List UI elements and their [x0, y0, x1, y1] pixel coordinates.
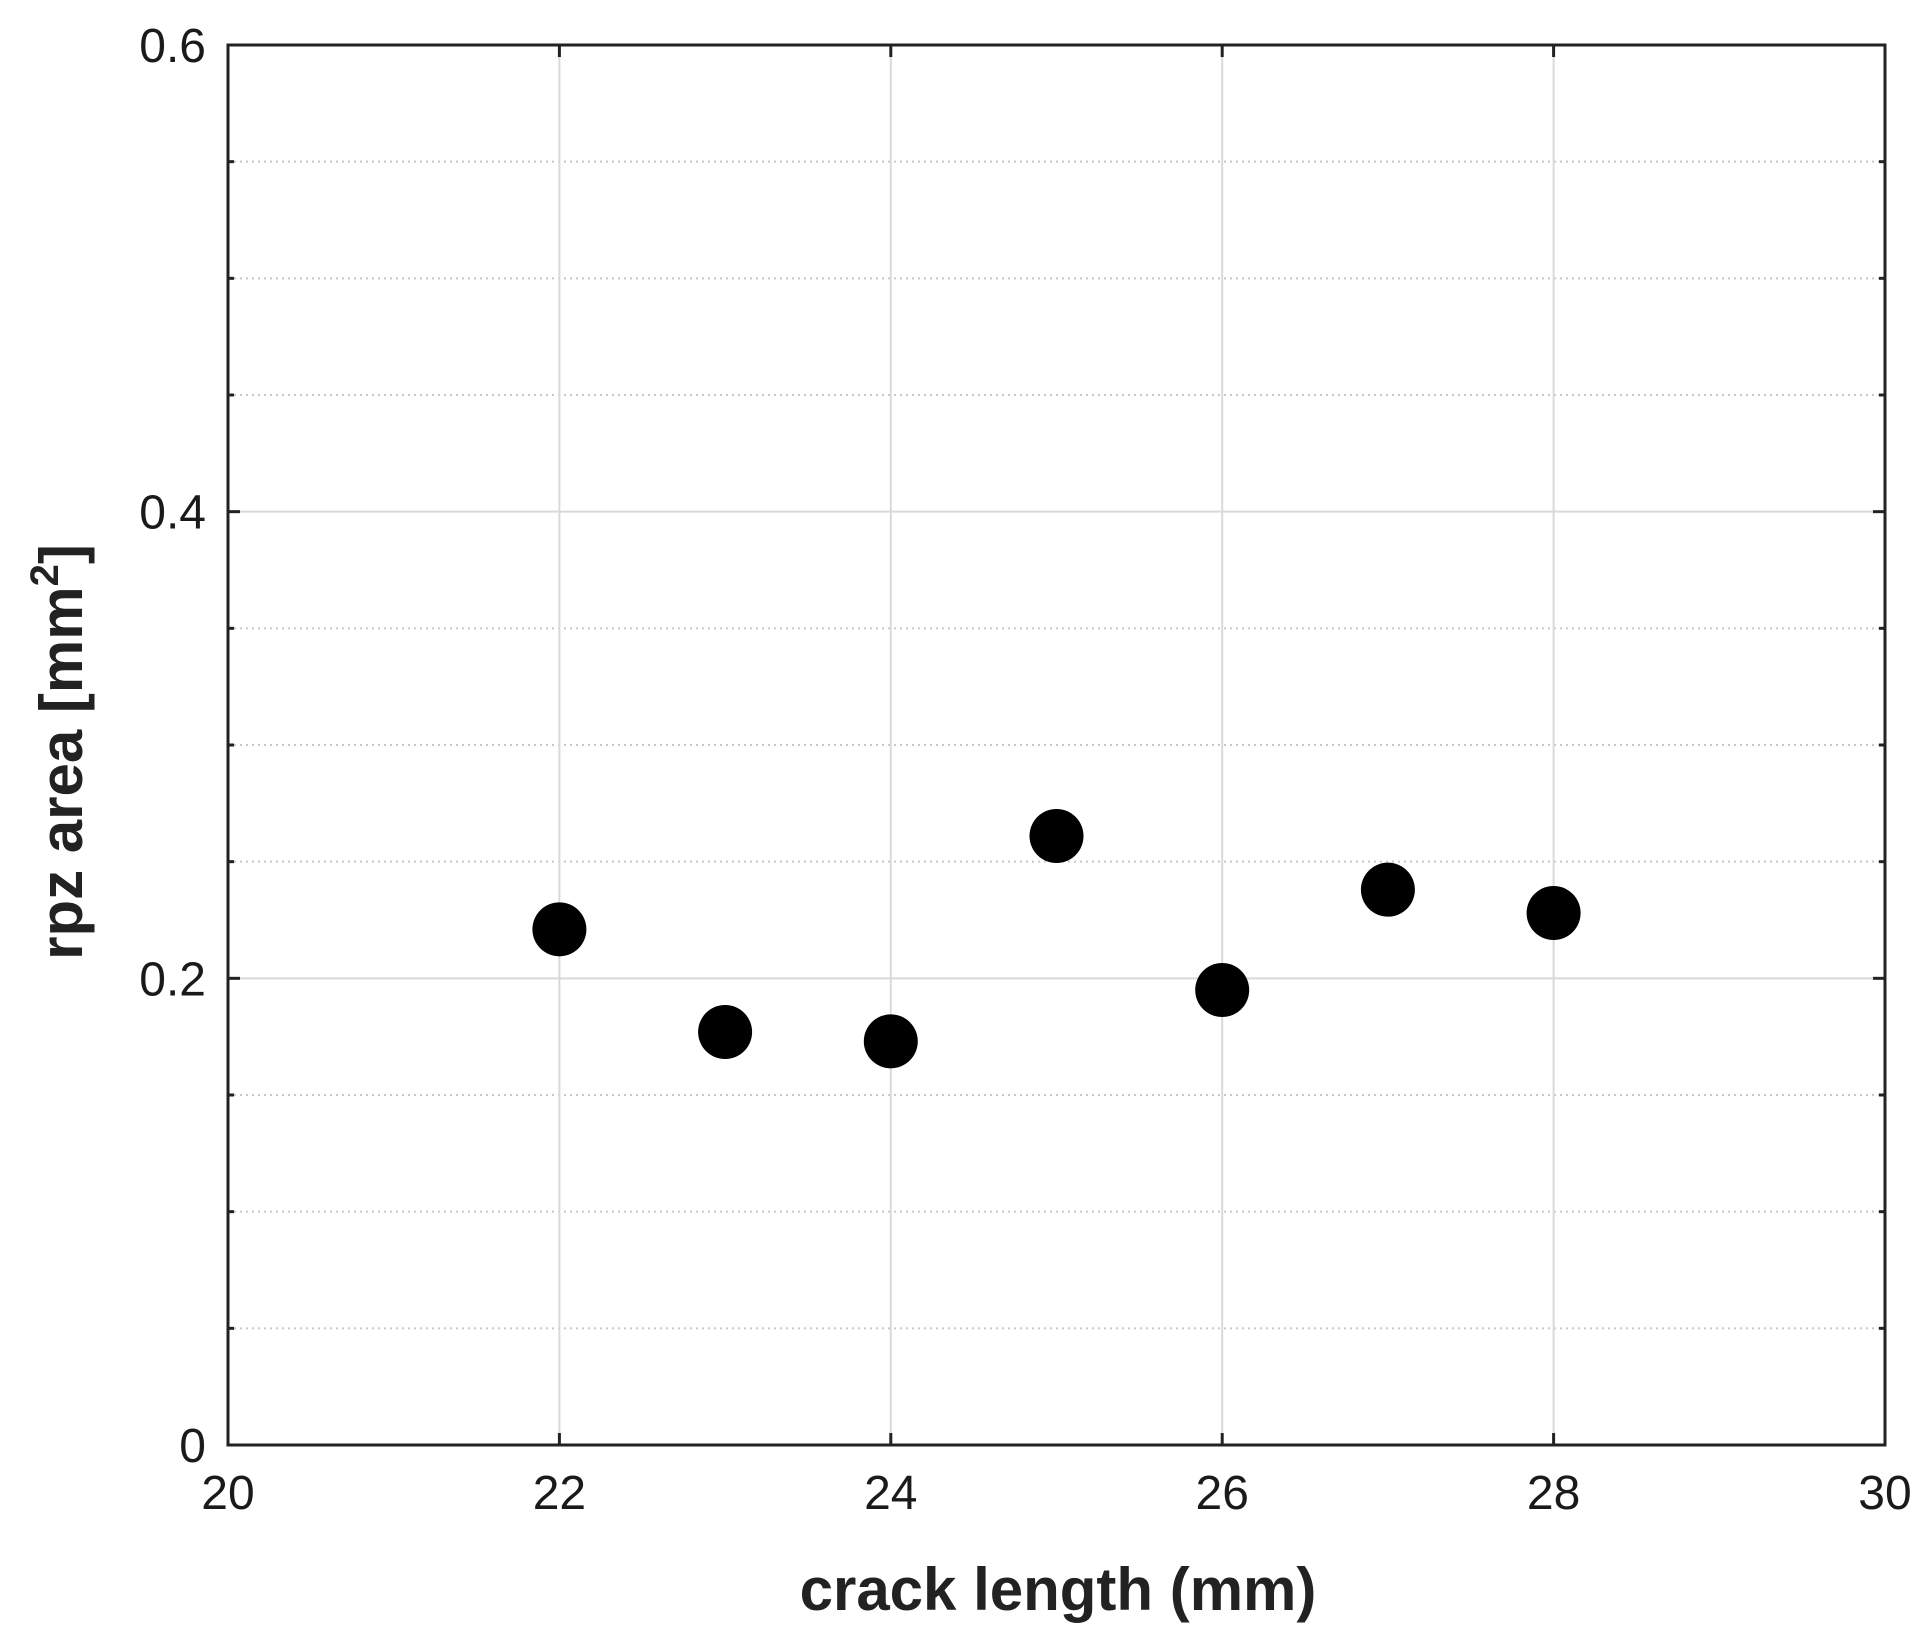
y-axis-title-main: rpz area [mm: [28, 586, 95, 959]
data-point: [698, 1005, 753, 1059]
y-axis-title-end: ]: [28, 544, 95, 564]
x-tick-label: 24: [864, 1467, 917, 1520]
y-tick-label: 0.6: [139, 20, 206, 73]
plot-frame: [226, 43, 1887, 1447]
data-point: [1526, 886, 1581, 940]
grid-layer: [228, 45, 1885, 1445]
y-axis-title-superscript: 2: [23, 564, 67, 586]
y-axis-title: rpz area [mm2]: [23, 544, 95, 960]
data-point: [1360, 862, 1415, 917]
x-tick-label: 28: [1527, 1467, 1580, 1520]
x-tick-label: 20: [201, 1467, 254, 1520]
x-tick-label: 26: [1196, 1467, 1249, 1520]
data-point: [1029, 809, 1084, 863]
data-point: [863, 1014, 918, 1069]
x-tick-label: 30: [1858, 1467, 1911, 1520]
data-point: [532, 902, 587, 957]
data-points: [532, 809, 1581, 1069]
data-point: [1195, 963, 1250, 1017]
x-axis-title: crack length (mm): [800, 1556, 1317, 1623]
y-tick-label: 0: [179, 1420, 206, 1473]
tick-labels: 0 0.2 0.4 0.6 20 22 24 26 28 30: [139, 20, 1911, 1520]
y-tick-label: 0.2: [139, 953, 206, 1006]
y-tick-label: 0.4: [139, 487, 206, 540]
x-tick-label: 22: [533, 1467, 586, 1520]
